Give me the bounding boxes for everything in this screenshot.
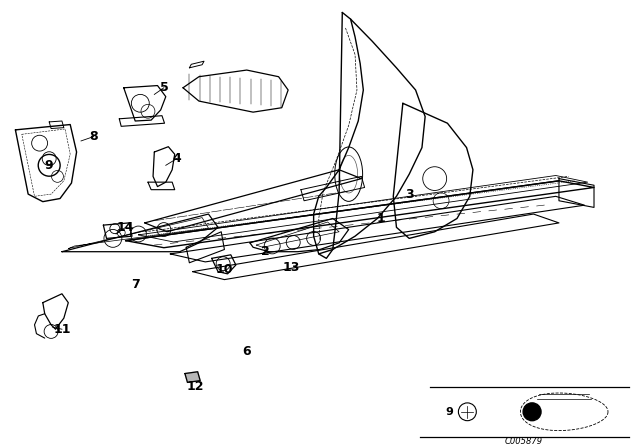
- Text: 2: 2: [262, 245, 270, 258]
- Text: 7: 7: [131, 278, 140, 292]
- Polygon shape: [185, 372, 200, 383]
- Text: 5: 5: [159, 81, 168, 94]
- Text: 11: 11: [53, 323, 70, 336]
- Text: 9: 9: [45, 159, 54, 172]
- Text: 4: 4: [172, 152, 181, 165]
- Text: 1: 1: [376, 212, 385, 225]
- Text: C005879: C005879: [505, 437, 543, 446]
- Circle shape: [523, 403, 541, 421]
- Text: 13: 13: [283, 261, 300, 274]
- Text: 8: 8: [90, 130, 98, 143]
- Text: 6: 6: [243, 345, 251, 358]
- Text: 14: 14: [117, 221, 134, 234]
- Text: 3: 3: [405, 188, 413, 201]
- Text: 9: 9: [445, 407, 453, 417]
- Text: 12: 12: [187, 380, 205, 393]
- Text: 10: 10: [216, 263, 233, 276]
